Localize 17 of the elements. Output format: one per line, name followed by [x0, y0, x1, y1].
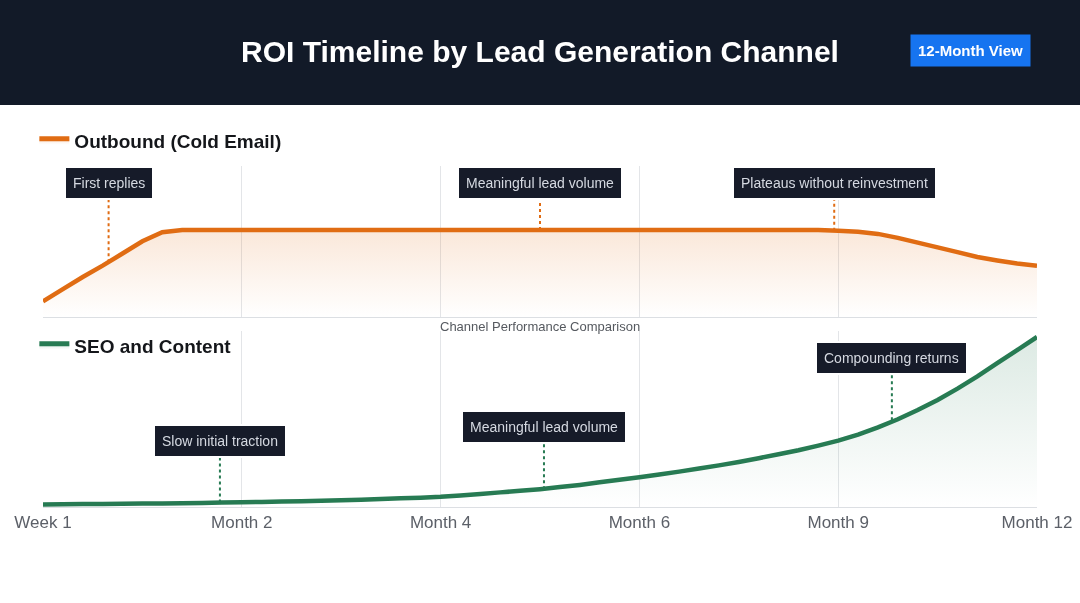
x-tick-label: Week 1 — [14, 513, 72, 533]
x-tick-label: Month 2 — [211, 513, 273, 533]
legend-label: SEO and Content — [74, 336, 232, 358]
annotation: First replies — [73, 175, 146, 191]
x-tick-label: Month 6 — [608, 513, 671, 533]
annotation: Plateaus without reinvestment — [741, 175, 928, 191]
annotation: Slow initial traction — [162, 433, 278, 449]
x-tick-label: Month 9 — [807, 513, 869, 533]
annotation: Meaningful lead volume — [470, 419, 619, 435]
text: Channel Performance Comparison — [440, 319, 641, 334]
x-tick-label: Month 12 — [1001, 513, 1073, 533]
chart-title: ROI Timeline by Lead Generation Channel — [241, 34, 839, 68]
legend-label: Outbound (Cold Email) — [74, 131, 282, 153]
annotation: Meaningful lead volume — [466, 175, 615, 191]
text: 12-Month View — [918, 42, 1024, 59]
annotation: Compounding returns — [824, 350, 959, 366]
x-tick-label: Month 4 — [409, 513, 472, 533]
